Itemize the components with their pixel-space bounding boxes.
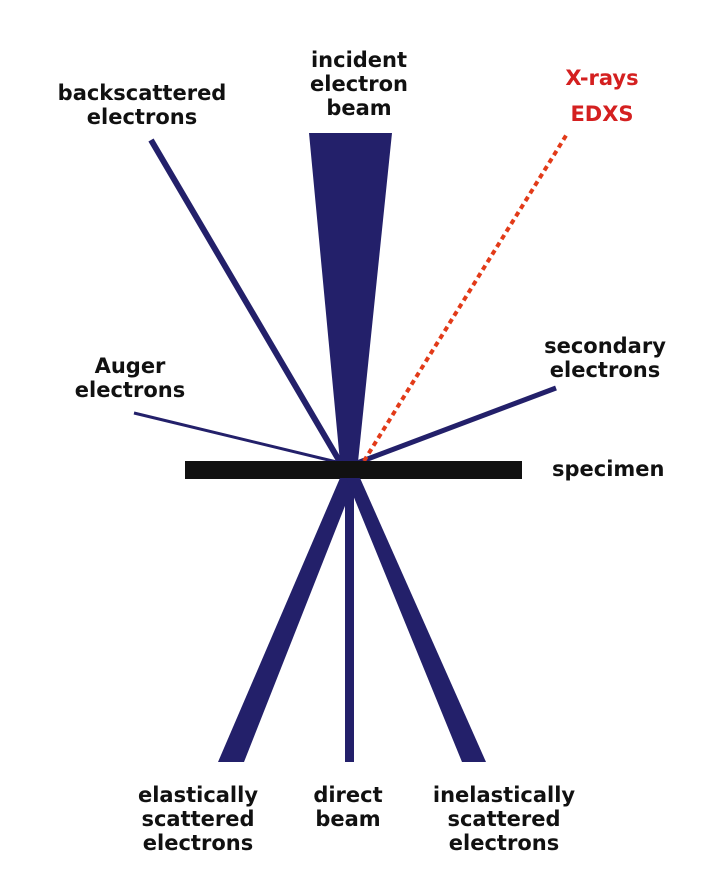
backscattered-label: backscattered electrons	[57, 81, 227, 129]
xray-ray	[362, 132, 569, 463]
secondary-ray	[356, 385, 557, 466]
specimen-bar	[185, 461, 522, 479]
auger-ray	[133, 411, 346, 466]
xrays-label: X-rays EDXS	[565, 66, 639, 126]
direct-beam	[345, 478, 354, 762]
elastic-label: elastically scattered electrons	[137, 783, 259, 855]
incident-beam-label: incident electron beam	[310, 48, 408, 120]
secondary-label: secondary electrons	[544, 334, 666, 382]
inelastic-beam	[346, 478, 486, 762]
incident-beam	[309, 133, 392, 462]
auger-label: Auger electrons	[74, 354, 186, 402]
inelastic-label: inelastically scattered electrons	[432, 783, 576, 855]
elastic-beam	[218, 478, 356, 762]
specimen-label: specimen	[552, 457, 665, 481]
backscattered-ray	[148, 138, 343, 464]
direct-label: direct beam	[313, 783, 383, 831]
